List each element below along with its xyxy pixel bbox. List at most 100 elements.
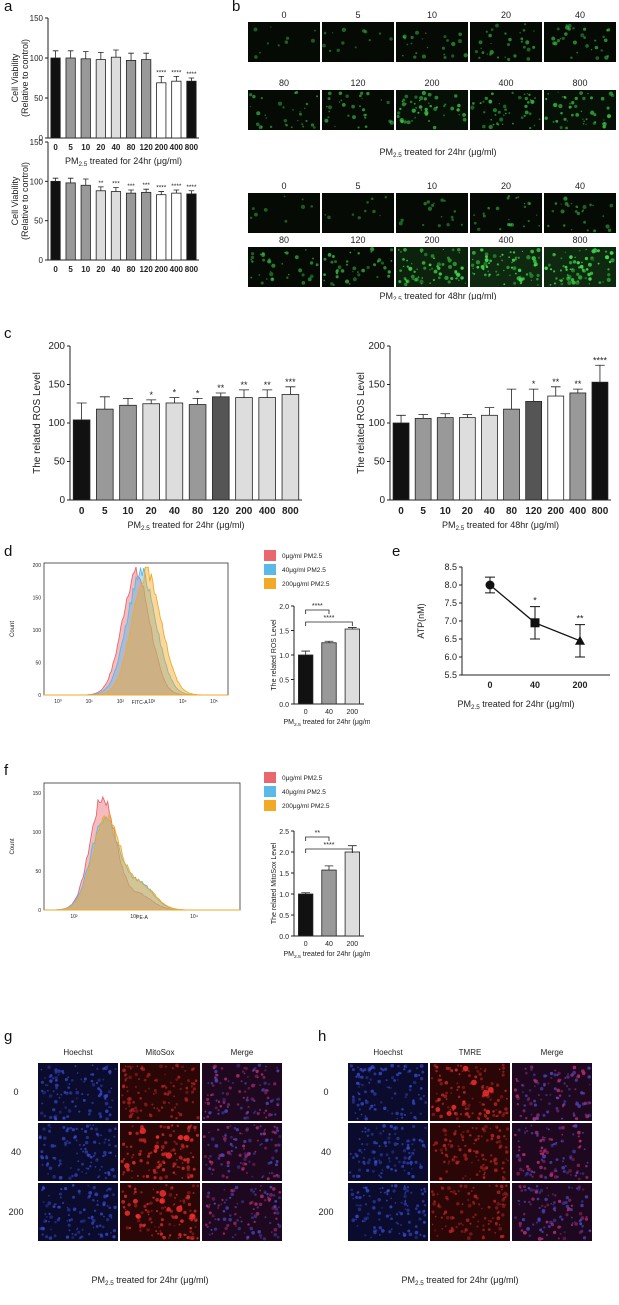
nucleus xyxy=(419,1112,422,1116)
y-axis-label: The related ROS Level xyxy=(32,372,43,474)
bar-20 xyxy=(95,190,106,261)
cell xyxy=(602,35,605,39)
nucleus xyxy=(108,1213,113,1218)
nucleus xyxy=(272,1174,276,1178)
nucleus xyxy=(57,1073,60,1076)
cell xyxy=(585,268,589,271)
x-tick-label: 80 xyxy=(192,506,204,517)
nucleus xyxy=(564,1200,568,1205)
nucleus xyxy=(553,1142,556,1146)
nucleus xyxy=(253,1214,258,1219)
nucleus xyxy=(357,1092,360,1095)
significance-star: *** xyxy=(285,377,296,387)
nucleus xyxy=(75,1139,78,1142)
cell xyxy=(410,119,414,122)
nucleus xyxy=(135,1109,139,1113)
nucleus xyxy=(495,1115,498,1118)
nucleus xyxy=(230,1192,235,1197)
nucleus xyxy=(352,1174,356,1178)
nucleus xyxy=(572,1065,577,1070)
nucleus xyxy=(207,1143,210,1146)
nucleus xyxy=(105,1194,109,1198)
cell xyxy=(304,107,306,109)
nucleus xyxy=(185,1144,189,1148)
x-tick-label: 0 xyxy=(53,143,58,152)
nucleus xyxy=(542,1159,546,1164)
nucleus xyxy=(368,1194,371,1198)
nucleus xyxy=(457,1145,460,1148)
nucleus xyxy=(567,1073,569,1075)
nucleus xyxy=(221,1174,225,1178)
bar-200 xyxy=(156,194,167,261)
nucleus xyxy=(492,1113,496,1117)
cell xyxy=(594,121,597,124)
data-point-40 xyxy=(530,618,540,628)
nucleus xyxy=(175,1142,179,1146)
nucleus xyxy=(121,1094,124,1097)
cell xyxy=(550,268,553,271)
cell xyxy=(533,30,535,32)
nucleus xyxy=(363,1148,366,1151)
cell xyxy=(482,124,486,129)
nucleus xyxy=(235,1128,239,1132)
nucleus xyxy=(513,1088,518,1092)
nucleus xyxy=(64,1078,68,1082)
nucleus xyxy=(453,1132,457,1136)
nucleus xyxy=(67,1214,70,1216)
nucleus xyxy=(490,1154,493,1157)
bar-80 xyxy=(125,60,137,139)
nucleus xyxy=(431,1112,436,1117)
cell xyxy=(552,252,556,257)
error-bar xyxy=(192,397,203,405)
nucleus xyxy=(379,1067,383,1070)
cell xyxy=(565,25,570,30)
cell xyxy=(588,283,590,285)
nucleus xyxy=(152,1188,155,1191)
nucleus xyxy=(574,1088,577,1091)
nucleus xyxy=(131,1156,134,1159)
nucleus xyxy=(395,1156,399,1160)
cell xyxy=(331,32,334,34)
cell xyxy=(451,41,456,47)
nucleus xyxy=(355,1214,359,1219)
nucleus xyxy=(148,1113,151,1115)
cell xyxy=(511,258,516,262)
cell xyxy=(294,255,299,260)
nucleus xyxy=(484,1124,488,1129)
nucleus xyxy=(54,1078,58,1082)
nucleus xyxy=(549,1173,554,1178)
y-tick-label: 8.0 xyxy=(444,580,457,590)
error-bar xyxy=(158,191,165,195)
nucleus xyxy=(517,1128,521,1132)
nucleus xyxy=(252,1162,256,1167)
nucleus xyxy=(186,1079,190,1083)
cell xyxy=(497,273,500,276)
cell xyxy=(460,266,464,270)
cell xyxy=(431,267,434,270)
cell xyxy=(592,204,594,207)
image-200-Hoechst xyxy=(348,1183,428,1241)
nucleus xyxy=(68,1083,71,1085)
nucleus xyxy=(212,1168,215,1171)
nucleus xyxy=(190,1068,194,1072)
nucleus xyxy=(519,1114,523,1118)
nucleus xyxy=(502,1111,506,1116)
y-tick-label: 50 xyxy=(34,94,43,103)
nucleus xyxy=(501,1073,505,1077)
nucleus xyxy=(502,1193,505,1196)
cell xyxy=(443,53,446,56)
nucleus xyxy=(411,1143,414,1146)
nucleus xyxy=(48,1220,50,1223)
panel-label-a: a xyxy=(4,0,13,15)
nucleus xyxy=(105,1217,110,1222)
nucleus xyxy=(588,1229,592,1233)
nucleus xyxy=(358,1108,361,1111)
nucleus xyxy=(263,1090,268,1095)
nucleus xyxy=(521,1217,526,1222)
cell xyxy=(593,229,597,233)
nucleus xyxy=(186,1165,191,1170)
nucleus xyxy=(98,1168,102,1171)
nucleus xyxy=(577,1104,581,1108)
cell xyxy=(410,274,415,279)
bright-spot xyxy=(154,1144,160,1150)
